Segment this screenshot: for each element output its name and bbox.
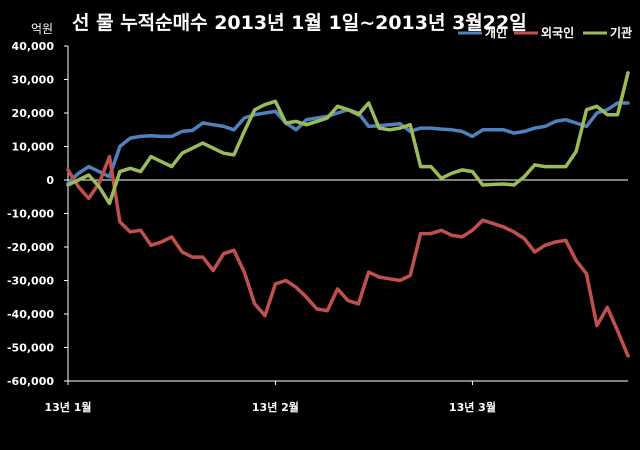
y-tick-label: -30,000 <box>7 275 54 288</box>
x-tick-label: 13년 2월 <box>252 400 299 414</box>
x-tick-label: 13년 3월 <box>449 400 496 414</box>
legend: 개인 외국인 기관 <box>458 25 632 40</box>
y-tick-label: 40,000 <box>12 40 55 53</box>
y-tick-label: 30,000 <box>12 74 55 87</box>
y-tick-label: -10,000 <box>7 208 54 221</box>
y-tick-label: 0 <box>46 174 54 187</box>
y-tick-label: 20,000 <box>12 107 55 120</box>
legend-label-institution: 기관 <box>610 25 632 40</box>
y-tick-label: -20,000 <box>7 241 54 254</box>
series-line-institution <box>66 71 630 206</box>
chart-title: 선 물 누적순매수 2013년 1월 1일~2013년 3월22일 <box>72 12 527 34</box>
series-line-individual <box>66 101 630 186</box>
y-tick-label: 10,000 <box>12 141 55 154</box>
series-line-foreign <box>66 154 630 358</box>
series-layer <box>66 71 630 358</box>
axes: 40,000 30,000 20,000 10,000 0 -10,000 -20,000 -… <box>7 40 628 414</box>
y-tick-label: -40,000 <box>7 308 54 321</box>
y-tick-label: -60,000 <box>7 375 54 388</box>
x-tick-label: 13년 1월 <box>44 400 91 414</box>
y-tick-label: -50,000 <box>7 342 54 355</box>
legend-label-foreign: 외국인 <box>541 25 574 40</box>
legend-label-individual: 개인 <box>485 25 507 40</box>
y-unit-label: 억원 <box>31 22 53 36</box>
